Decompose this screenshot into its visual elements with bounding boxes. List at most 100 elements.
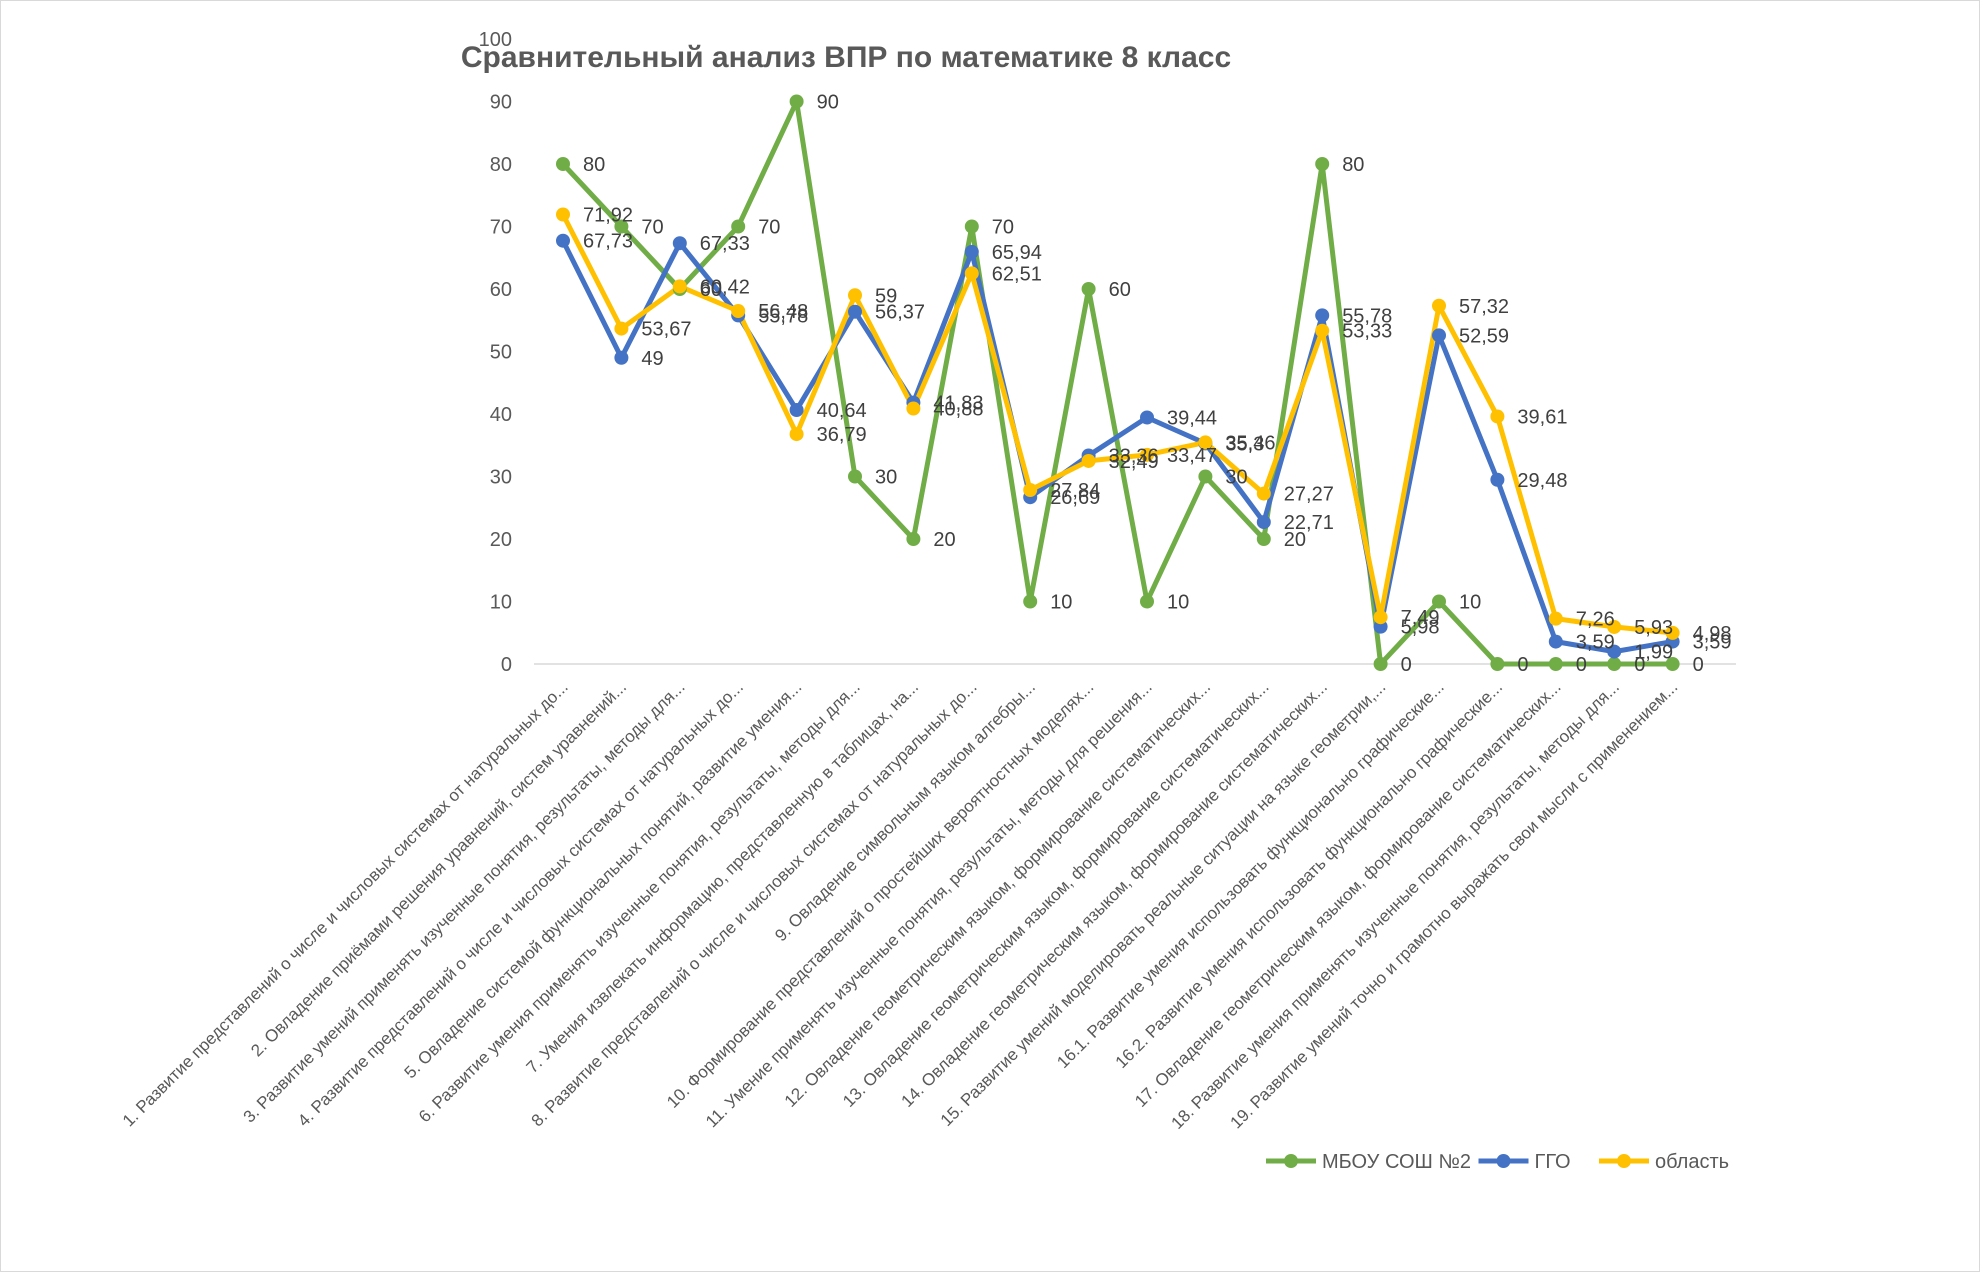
data-point [1432, 328, 1446, 343]
legend-marker [1496, 1154, 1511, 1168]
data-point [1256, 532, 1271, 546]
data-label: 26,69 [1050, 487, 1100, 509]
legend-label: область [1655, 1151, 1729, 1173]
data-point [906, 532, 921, 546]
series-line [560, 212, 1676, 636]
data-label: 65,94 [992, 242, 1042, 264]
data-label: 33,47 [1167, 445, 1217, 467]
data-point [906, 401, 921, 416]
y-tick-label: 90 [490, 92, 512, 114]
data-label: 55,78 [1342, 305, 1392, 327]
data-label: 30 [1225, 467, 1247, 489]
data-label: 5,93 [1634, 617, 1673, 639]
data-label: 55,78 [758, 305, 808, 327]
data-label: 10 [1167, 592, 1189, 614]
legend-marker [1284, 1154, 1298, 1168]
data-label: 7,49 [1401, 607, 1440, 629]
data-label: 20 [1284, 529, 1306, 551]
data-point [1490, 472, 1505, 487]
data-label: 60 [700, 279, 722, 301]
series-line [560, 99, 1676, 667]
x-category-label: 16.2. Развитие умения использовать функц… [1112, 677, 1507, 1072]
data-point [1548, 657, 1563, 671]
data-label: 5,98 [1401, 617, 1440, 639]
data-point [789, 427, 804, 442]
data-label: 57,32 [1459, 296, 1509, 318]
data-label: 29,48 [1517, 470, 1567, 492]
data-label: 71,92 [583, 205, 633, 227]
data-point [1081, 453, 1096, 468]
data-label: 4,98 [1693, 623, 1732, 645]
data-label: 59 [875, 285, 897, 307]
data-label: 35,3 [1225, 433, 1264, 455]
data-point [1140, 410, 1154, 425]
data-label: 67,73 [583, 231, 633, 253]
data-label-layer: 80 70 60 70 90 30 20 70 10 60 10 30 20 80 0 10 0 0 0 0 67,73… [583, 92, 1732, 677]
data-label: 67,33 [700, 233, 750, 255]
y-tick-label: 20 [490, 529, 512, 551]
data-label: 80 [583, 154, 605, 176]
data-point [1140, 447, 1154, 462]
data-label: 27,84 [1050, 480, 1100, 502]
data-point [1081, 282, 1096, 296]
data-label: 10 [1459, 592, 1481, 614]
x-category-label: 18. Развитие умения применять изученные … [1168, 677, 1623, 1132]
data-label: 33,36 [1109, 446, 1159, 468]
data-point [1140, 594, 1154, 609]
data-point [1607, 619, 1622, 634]
x-category-label: 3. Развитие умений применять изученные п… [240, 677, 689, 1126]
data-label: 30 [875, 467, 897, 489]
data-point [1432, 594, 1446, 609]
data-point [848, 304, 862, 319]
data-label: 27,27 [1284, 484, 1334, 506]
data-label: 80 [1342, 154, 1364, 176]
data-point [731, 304, 746, 318]
data-label: 56,37 [875, 302, 925, 324]
data-point [614, 350, 629, 365]
x-category-label: 16.1. Развитие умения использовать функц… [1053, 677, 1448, 1072]
data-label: 36,79 [817, 424, 867, 446]
x-category-label: 2. Овладение приёмами решения уравнений,… [247, 677, 630, 1060]
data-point [1373, 610, 1388, 625]
data-point [1490, 409, 1505, 424]
x-category-label: 6. Развитие умения применять изученные п… [415, 677, 864, 1126]
data-point [556, 233, 570, 248]
data-label: 0 [1634, 654, 1645, 676]
legend: МБОУ СОШ №2 ГГО область [1266, 1151, 1729, 1173]
data-point [1373, 657, 1388, 671]
data-label: 0 [1401, 654, 1412, 676]
data-point [1198, 469, 1213, 484]
data-point [1256, 486, 1271, 501]
data-label: 22,71 [1284, 512, 1334, 534]
x-category-label: 11. Умение применять изученные понятия, … [702, 677, 1156, 1131]
data-point [1315, 308, 1330, 323]
legend-marker [1617, 1154, 1631, 1168]
data-point [1607, 657, 1622, 671]
data-label: 53,67 [641, 319, 691, 341]
data-label: 70 [758, 217, 780, 239]
data-label: 0 [1576, 654, 1587, 676]
category-label-layer: 1. Развитие представлений о числе и числ… [119, 677, 1682, 1132]
data-label: 39,44 [1167, 408, 1217, 430]
data-point [731, 219, 746, 234]
data-label: 32,49 [1109, 451, 1159, 473]
data-label: 1,99 [1634, 642, 1673, 664]
data-point [789, 403, 804, 417]
y-tick-label: 10 [490, 592, 512, 614]
data-point [1548, 634, 1563, 649]
y-tick-label: 40 [490, 404, 512, 426]
data-point [1665, 657, 1680, 671]
series-layer [556, 94, 1680, 671]
data-point [614, 321, 629, 336]
y-tick-label: 0 [501, 654, 512, 676]
data-point [1315, 323, 1330, 338]
data-label: 40,88 [933, 399, 983, 421]
data-label: 52,59 [1459, 325, 1509, 347]
y-tick-label: 70 [490, 217, 512, 239]
data-label: 70 [641, 217, 663, 239]
x-category-label: 8. Развитие представлений о числе и числ… [528, 677, 981, 1130]
data-label: 35,46 [1225, 432, 1275, 454]
